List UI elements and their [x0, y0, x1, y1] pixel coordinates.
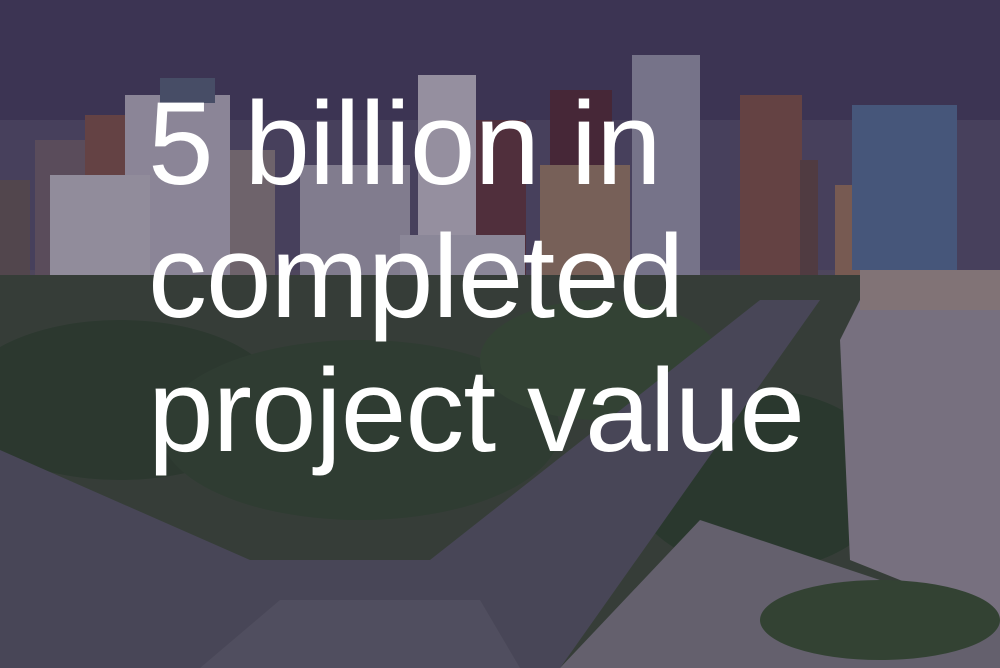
- headline-line-2: completed: [148, 211, 684, 344]
- skyline: [0, 55, 957, 275]
- headline-line-1: 5 billion in: [148, 78, 662, 210]
- headline-line-3: project value: [148, 344, 805, 477]
- headline: 5 billion in completed project value: [148, 78, 968, 478]
